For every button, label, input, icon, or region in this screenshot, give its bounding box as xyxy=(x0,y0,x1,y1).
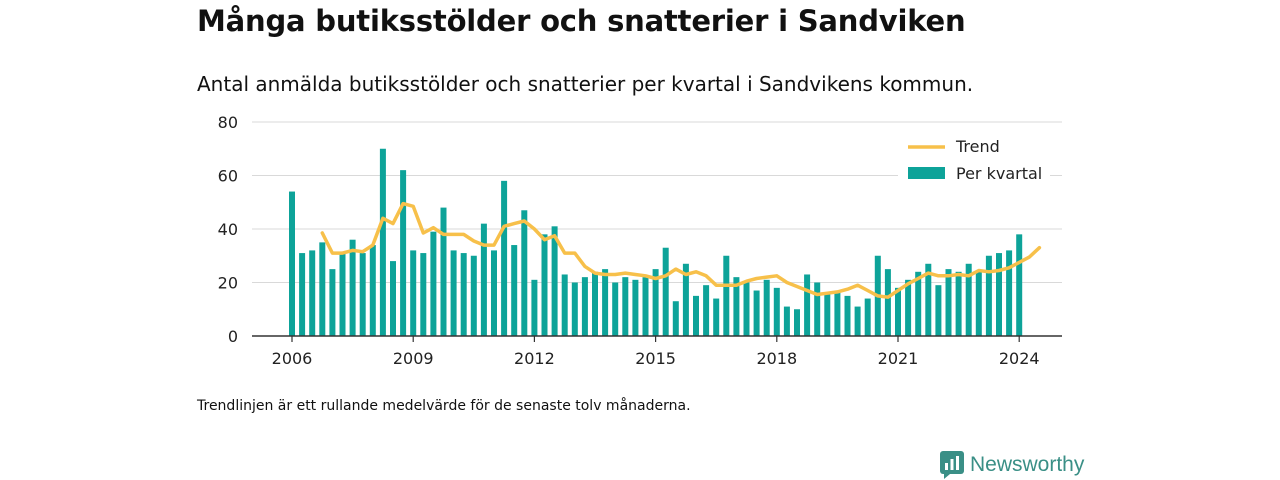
bar xyxy=(379,148,386,336)
bar xyxy=(541,234,548,336)
bar xyxy=(773,287,780,336)
bar xyxy=(400,170,407,336)
bar xyxy=(511,245,518,336)
bar xyxy=(713,298,720,336)
x-tick-label: 2009 xyxy=(393,349,434,368)
y-tick-label: 40 xyxy=(218,220,238,239)
bar xyxy=(299,253,306,336)
bar xyxy=(359,253,366,336)
bar xyxy=(309,250,316,336)
bar xyxy=(804,274,811,336)
bar xyxy=(470,255,477,336)
bar xyxy=(440,207,447,336)
bar xyxy=(965,263,972,336)
footnote: Trendlinjen är ett rullande medelvärde f… xyxy=(197,398,691,414)
bar xyxy=(975,271,982,336)
bar xyxy=(682,263,689,336)
bar xyxy=(521,210,528,336)
legend-bar-swatch xyxy=(908,167,945,179)
bar xyxy=(935,285,942,336)
bar xyxy=(339,253,346,336)
bar xyxy=(844,295,851,336)
bar xyxy=(925,263,932,336)
x-tick-label: 2018 xyxy=(756,349,797,368)
x-tick-label: 2024 xyxy=(999,349,1040,368)
bar xyxy=(571,282,578,336)
bar xyxy=(884,269,891,336)
legend-trend-label: Trend xyxy=(955,137,1000,156)
bar xyxy=(733,277,740,336)
trend-line xyxy=(320,201,1042,299)
bar xyxy=(329,269,336,336)
x-tick-label: 2006 xyxy=(272,349,313,368)
bar xyxy=(592,271,598,336)
bar xyxy=(955,271,962,336)
y-tick-label: 20 xyxy=(218,274,238,293)
bar xyxy=(551,226,558,336)
bar xyxy=(581,277,588,336)
bar xyxy=(723,255,730,336)
bar xyxy=(703,285,710,336)
bar xyxy=(834,290,841,336)
x-tick-label: 2012 xyxy=(514,349,555,368)
bar xyxy=(693,295,699,336)
bar xyxy=(561,274,568,336)
bar xyxy=(289,191,295,336)
bar xyxy=(854,306,861,336)
bar xyxy=(753,290,760,336)
bar xyxy=(814,282,821,336)
bar xyxy=(501,180,508,336)
newsworthy-logo-icon xyxy=(940,451,964,479)
bar xyxy=(642,277,649,336)
bar xyxy=(905,279,912,336)
x-tick-label: 2015 xyxy=(635,349,676,368)
bar xyxy=(410,250,417,336)
bar xyxy=(895,287,901,336)
y-tick-label: 0 xyxy=(228,327,238,346)
bar xyxy=(985,255,992,336)
bar-series xyxy=(289,148,1023,336)
bar xyxy=(783,306,790,336)
bar xyxy=(915,271,922,336)
x-axis-ticks: 2006 2009 2012 2015 2018 2021 2024 xyxy=(272,336,1040,368)
bar xyxy=(420,253,427,336)
brand-name: Newsworthy xyxy=(970,453,1085,476)
legend: Trend Per kvartal xyxy=(898,132,1050,188)
y-tick-label: 80 xyxy=(218,113,238,132)
bar xyxy=(622,277,629,336)
bar xyxy=(450,250,457,336)
x-tick-label: 2021 xyxy=(878,349,919,368)
bar xyxy=(794,309,800,336)
legend-bar-label: Per kvartal xyxy=(956,164,1042,183)
bar xyxy=(491,250,497,336)
bar xyxy=(743,282,750,336)
bar xyxy=(602,269,609,336)
bar xyxy=(945,269,952,336)
bar xyxy=(632,279,639,336)
bar xyxy=(430,231,437,336)
bar xyxy=(996,253,1002,336)
bar xyxy=(531,279,538,336)
bar xyxy=(460,253,467,336)
brand: Newsworthy xyxy=(940,450,1084,480)
y-axis-labels: 0 20 40 60 80 xyxy=(218,113,238,346)
bar xyxy=(763,279,770,336)
bar xyxy=(1016,234,1023,336)
bar xyxy=(319,242,326,336)
bar xyxy=(349,239,356,336)
chart-title: Många butiksstölder och snatterier i San… xyxy=(197,4,966,38)
bar xyxy=(1006,250,1013,336)
bar xyxy=(652,269,659,336)
bar xyxy=(824,293,831,336)
bar xyxy=(369,245,376,336)
bar xyxy=(480,223,487,336)
chart: 2006 2009 2012 2015 2018 2021 2024 0 20 40 60 80 T… xyxy=(218,113,1062,368)
chart-subtitle: Antal anmälda butiksstölder och snatteri… xyxy=(197,72,974,96)
bar xyxy=(390,261,396,336)
bar xyxy=(612,282,619,336)
y-tick-label: 60 xyxy=(218,167,238,186)
bar xyxy=(864,298,871,336)
bar xyxy=(662,247,669,336)
bar xyxy=(672,301,679,336)
